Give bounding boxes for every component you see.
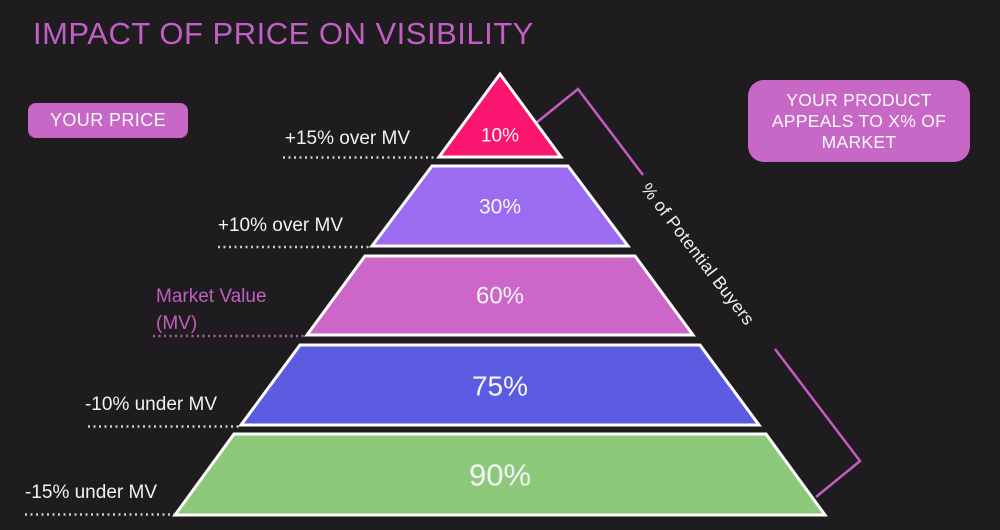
product-appeal-line-1: YOUR PRODUCT xyxy=(786,89,932,110)
pyramid-tier-1 xyxy=(436,71,564,159)
market-value-line-1: Market Value xyxy=(156,286,267,307)
tier-4-value: 75% xyxy=(472,371,528,402)
tier-2-value: 30% xyxy=(479,196,521,219)
page-title: IMPACT OF PRICE ON VISIBILITY xyxy=(33,16,534,51)
pyramid-tier-3 xyxy=(304,254,696,337)
pyramid-tier-2 xyxy=(369,164,631,248)
market-value-line-2: (MV) xyxy=(156,313,198,334)
price-label-plus10: +10% over MV xyxy=(217,215,343,236)
price-label-minus10: -10% under MV xyxy=(84,394,217,415)
your-price-badge: YOUR PRICE xyxy=(28,103,188,138)
price-label-plus15: +15% over MV xyxy=(284,128,410,149)
tier-3-value: 60% xyxy=(476,283,524,310)
tier-5-value: 90% xyxy=(469,458,531,493)
tier-1-value: 10% xyxy=(481,126,519,147)
product-appeal-callout: YOUR PRODUCT APPEALS TO X% OF MARKET xyxy=(748,80,970,162)
bracket-line-upper xyxy=(535,87,644,176)
price-label-market-value: Market Value (MV) xyxy=(156,283,286,337)
your-price-label: YOUR PRICE xyxy=(49,110,167,130)
price-label-minus15: -15% under MV xyxy=(24,482,157,503)
product-appeal-line-3: MARKET xyxy=(821,131,897,152)
bracket-line-lower xyxy=(774,348,862,498)
pyramid-tier-5 xyxy=(172,432,828,517)
product-appeal-line-2: APPEALS TO X% OF xyxy=(771,110,947,131)
pyramid-tier-4 xyxy=(238,343,762,427)
